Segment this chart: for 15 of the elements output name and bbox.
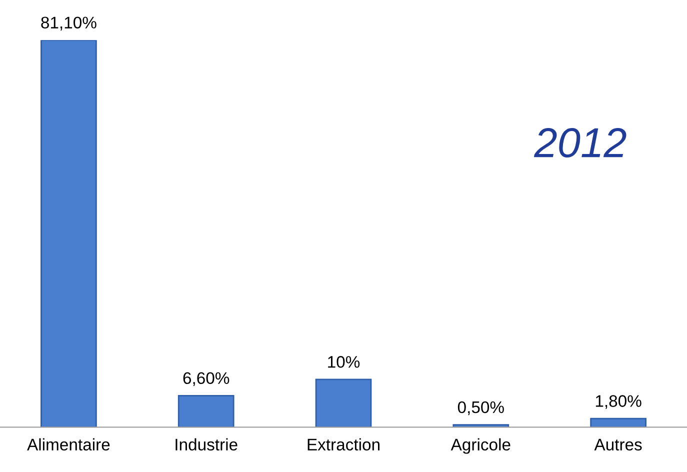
data-label: 0,50% — [458, 401, 504, 416]
bar — [315, 378, 372, 428]
annotation: 2012 — [534, 128, 626, 158]
data-label: 10% — [328, 356, 360, 368]
bar — [40, 40, 97, 428]
x-tick-label: Industrie — [176, 438, 238, 451]
x-tick-label: Autres — [594, 438, 642, 451]
data-label: 1,80% — [596, 395, 642, 409]
x-tick-label: Agricole — [450, 438, 510, 454]
data-label: 6,60% — [183, 372, 230, 386]
data-label: 81,10% — [41, 16, 96, 30]
x-tick-label: Extraction — [308, 438, 380, 451]
bar — [590, 418, 646, 428]
bar — [178, 394, 234, 428]
x-tick-label: Alimentaire — [27, 438, 110, 451]
